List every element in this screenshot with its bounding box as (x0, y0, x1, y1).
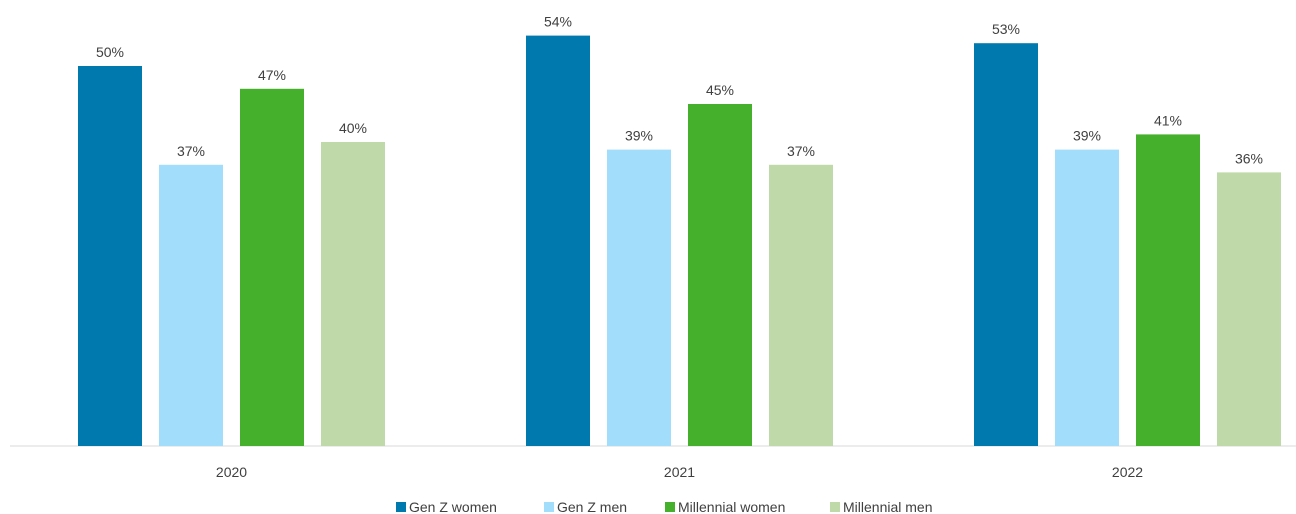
data-label-2020-millennial-men: 40% (339, 120, 367, 136)
data-label-2022-gen-z-men: 39% (1073, 128, 1101, 144)
x-tick-label-2021: 2021 (664, 464, 695, 480)
bars-group (78, 35, 1281, 447)
data-label-2021-gen-z-women: 54% (544, 14, 572, 30)
x-tick-labels-group: 2020 2021 2022 (216, 464, 1143, 480)
legend-label-millennial-women: Millennial women (678, 499, 785, 514)
legend-label-gen-z-women: Gen Z women (409, 499, 497, 514)
bar-2021-gen-z-women (526, 35, 590, 446)
bar-2022-millennial-men (1217, 172, 1281, 446)
legend-label-gen-z-men: Gen Z men (557, 499, 627, 514)
data-labels-group: 50% 37% 47% 40% 54% 39% 45% 37% 53% 39% 41% 36% (96, 14, 1263, 167)
data-label-2020-gen-z-women: 50% (96, 44, 124, 60)
x-tick-label-2020: 2020 (216, 464, 247, 480)
data-label-2022-gen-z-women: 53% (992, 21, 1020, 37)
bar-2020-millennial-women (240, 88, 304, 447)
data-label-2022-millennial-men: 36% (1235, 150, 1263, 166)
bar-2022-gen-z-men (1055, 149, 1119, 446)
data-label-2020-gen-z-men: 37% (177, 143, 205, 159)
bar-2022-gen-z-women (974, 43, 1038, 446)
data-label-2021-millennial-men: 37% (787, 143, 815, 159)
x-tick-label-2022: 2022 (1112, 464, 1143, 480)
legend: Gen Z women Gen Z men Millennial women Mill… (396, 499, 932, 514)
data-label-2022-millennial-women: 41% (1154, 112, 1182, 128)
legend-swatch-gen-z-women (396, 502, 406, 512)
legend-label-millennial-men: Millennial men (843, 499, 932, 514)
bar-2021-millennial-men (769, 164, 833, 447)
data-label-2021-gen-z-men: 39% (625, 128, 653, 144)
bar-2022-millennial-women (1136, 134, 1200, 446)
data-label-2020-millennial-women: 47% (258, 67, 286, 83)
legend-swatch-millennial-men (830, 502, 840, 512)
bar-2020-millennial-men (321, 142, 385, 446)
legend-swatch-gen-z-men (544, 502, 554, 512)
bar-2020-gen-z-women (78, 66, 142, 446)
bar-2021-gen-z-men (607, 149, 671, 446)
data-label-2021-millennial-women: 45% (706, 82, 734, 98)
legend-swatch-millennial-women (665, 502, 675, 512)
bar-2020-gen-z-men (159, 164, 223, 447)
bar-2021-millennial-women (688, 104, 752, 446)
